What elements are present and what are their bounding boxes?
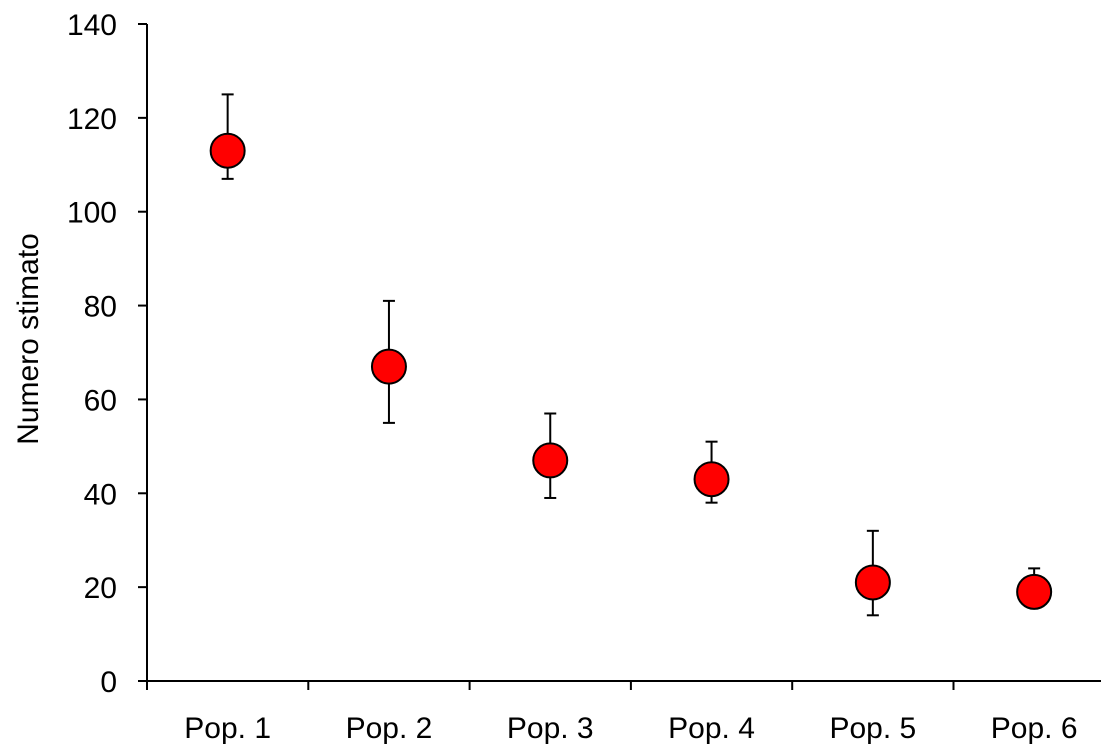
x-tick-label: Pop. 5 (829, 712, 916, 745)
y-tick-label: 100 (67, 197, 117, 230)
y-tick-label: 140 (67, 9, 117, 42)
y-tick-label: 20 (84, 572, 117, 605)
data-point (1016, 573, 1053, 610)
x-tick-label: Pop. 1 (184, 712, 271, 745)
x-tick-label: Pop. 6 (991, 712, 1078, 745)
data-point (854, 564, 891, 601)
y-axis-title: Numero stimato (12, 233, 45, 445)
data-point (532, 442, 569, 479)
error-bars (221, 93, 1041, 617)
y-tick-label: 80 (84, 291, 117, 324)
data-points (209, 132, 1053, 610)
y-tick-label: 120 (67, 103, 117, 136)
y-tick-label: 40 (84, 478, 117, 511)
x-tick-label: Pop. 2 (346, 712, 433, 745)
data-point (209, 132, 246, 169)
y-axis: 0 20 40 60 80 100 120 140 (67, 9, 148, 699)
data-point (693, 461, 730, 498)
x-tick-label: Pop. 4 (668, 712, 755, 745)
data-point (370, 348, 407, 385)
x-tick-label: Pop. 3 (507, 712, 594, 745)
y-tick-label: 60 (84, 384, 117, 417)
x-axis: Pop. 1 Pop. 2 Pop. 3 Pop. 4 Pop. 5 Pop. 6 (146, 680, 1101, 745)
y-tick-label: 0 (100, 666, 117, 699)
